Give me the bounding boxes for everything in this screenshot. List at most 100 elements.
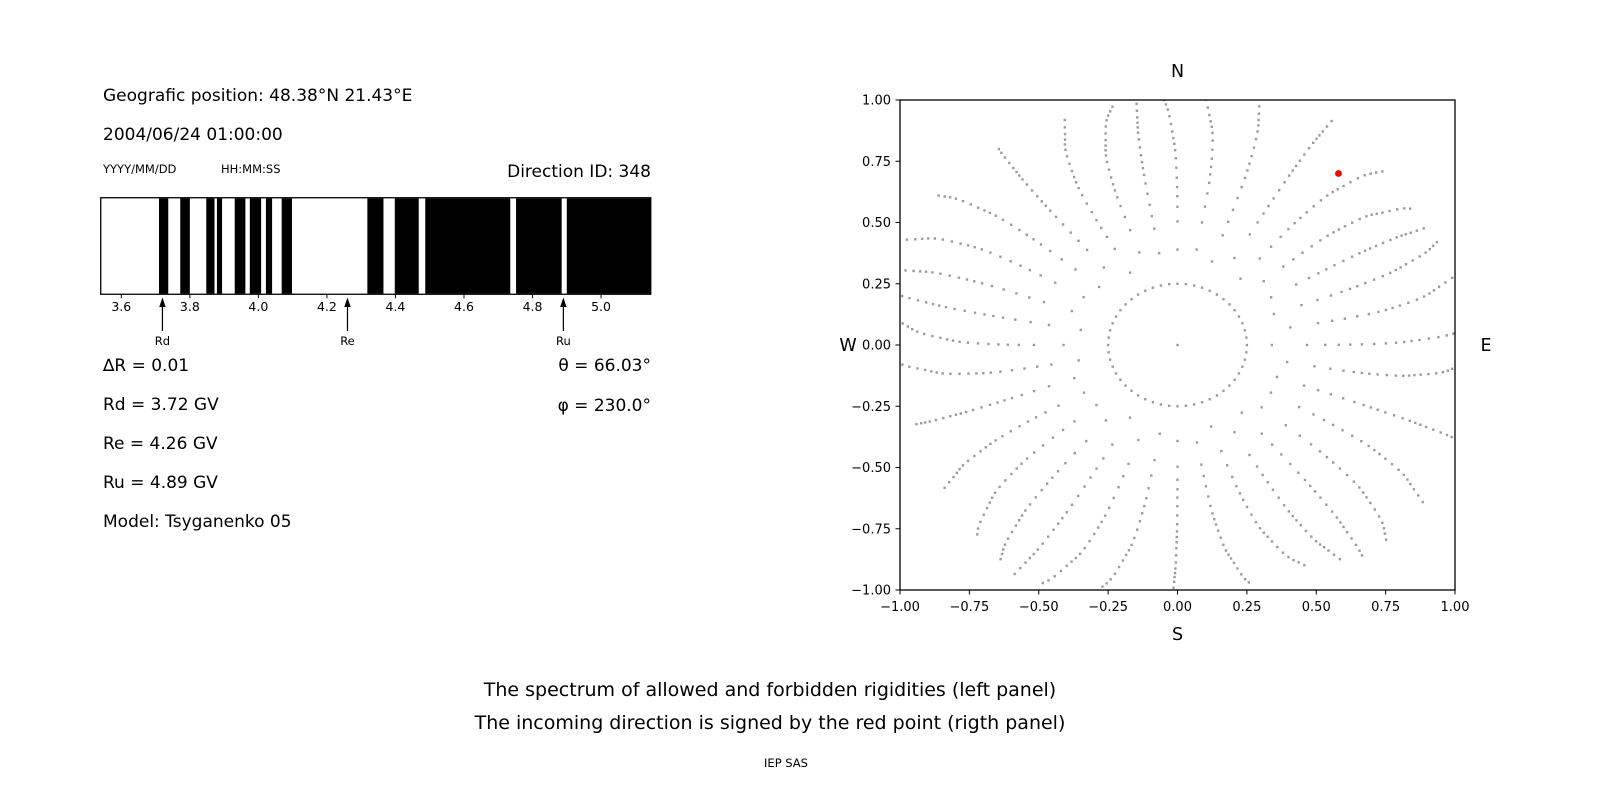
x-tick-label: 3.6 [111,299,131,314]
direction-dot [1291,514,1294,518]
direction-dot [1014,318,1017,321]
direction-dot [998,485,1001,489]
direction-dot [927,237,930,240]
y-tick-label: 0.50 [862,216,891,231]
direction-dot [1384,411,1387,414]
direction-dot [1358,486,1361,489]
direction-dot [1113,247,1116,251]
direction-dot [939,336,942,340]
direction-dot [1309,484,1312,488]
direction-dot [1176,496,1179,499]
direction-dot [1119,309,1122,312]
direction-dot [1356,284,1359,288]
direction-dot [901,363,904,366]
direction-dot [1104,154,1108,157]
direction-dot [934,418,938,422]
direction-dot [1175,535,1179,539]
compass-north-label: N [1171,62,1184,82]
direction-dot [1317,272,1320,275]
direction-dot [1292,558,1295,562]
direction-dot [931,334,934,338]
direction-dot [1283,181,1286,184]
marker-label: Re [340,334,355,348]
direction-dot [1408,207,1412,210]
direction-dot [1293,221,1296,225]
direction-dot [1232,561,1236,565]
direction-dot [1136,116,1139,119]
direction-dot [935,371,938,374]
direction-dot [1070,560,1073,563]
direction-dot [923,368,927,372]
direction-dot [1336,188,1339,191]
direction-dot [1070,309,1074,313]
direction-dot [933,237,937,240]
direction-dot [1057,522,1060,525]
direction-dot [1226,464,1229,467]
x-tick-label: 1.00 [1441,600,1470,615]
direction-dot [1024,509,1027,512]
direction-dot [1236,196,1239,200]
direction-dot [1093,532,1096,536]
direction-dot [1130,543,1133,547]
direction-dot [1325,268,1328,271]
direction-dot [1209,504,1212,508]
direction-dot [931,271,934,274]
direction-dot [1106,343,1110,347]
direction-dot [1107,351,1110,354]
direction-dot [1176,205,1179,209]
direction-dot [966,341,970,344]
direction-dot [1044,411,1047,414]
direction-dot [1172,136,1175,140]
direction-dot [1248,233,1251,236]
direction-dot [1415,229,1419,232]
direction-dot [1329,294,1333,297]
direction-dot [1310,245,1313,248]
direction-dot [980,406,983,409]
direction-dot [1114,315,1118,318]
direction-dot [1203,205,1207,208]
x-tick-label: 0.00 [1163,600,1192,615]
direction-dot [1209,425,1213,428]
direction-dot [1304,529,1308,533]
direction-dot [901,322,904,325]
direction-dot [1301,251,1304,254]
direction-dot [959,242,962,245]
direction-dot [1083,485,1086,488]
direction-dot [1195,441,1199,444]
direction-dot [1349,180,1352,184]
direction-dot [1403,207,1406,210]
direction-dot [1315,137,1318,140]
direction-dot [1258,97,1260,99]
direction-dot [1342,259,1345,263]
x-tick-label: 4.2 [317,299,337,314]
direction-dot [1064,462,1067,465]
direction-dot [1176,248,1179,251]
direction-dot [1331,423,1335,427]
direction-dot [1105,119,1108,122]
direction-dot [908,296,911,300]
y-tick-label: 0.00 [862,339,891,354]
delta-r-value: ∆R = 0.01 [103,356,190,376]
direction-dot [1002,288,1005,291]
direction-dot [1445,433,1449,437]
direction-dot [1279,235,1282,239]
direction-dot [910,327,914,331]
direction-dot [1116,196,1119,199]
direction-dot [1136,121,1139,124]
direction-dot [1100,226,1103,230]
direction-dot [939,272,942,275]
direction-dot [987,342,990,346]
direction-dot [1076,494,1080,498]
direction-dot [1020,393,1023,397]
direction-dot [1364,281,1367,285]
direction-dot [1325,125,1329,128]
direction-dot [1337,343,1340,347]
direction-dot [924,270,928,273]
direction-dot [1139,154,1143,157]
direction-dot [1437,285,1441,288]
compass-east-label: E [1480,336,1491,356]
direction-dot [937,194,940,197]
direction-dot [1172,593,1174,595]
direction-dot [1422,227,1425,230]
direction-dot [1269,391,1273,394]
